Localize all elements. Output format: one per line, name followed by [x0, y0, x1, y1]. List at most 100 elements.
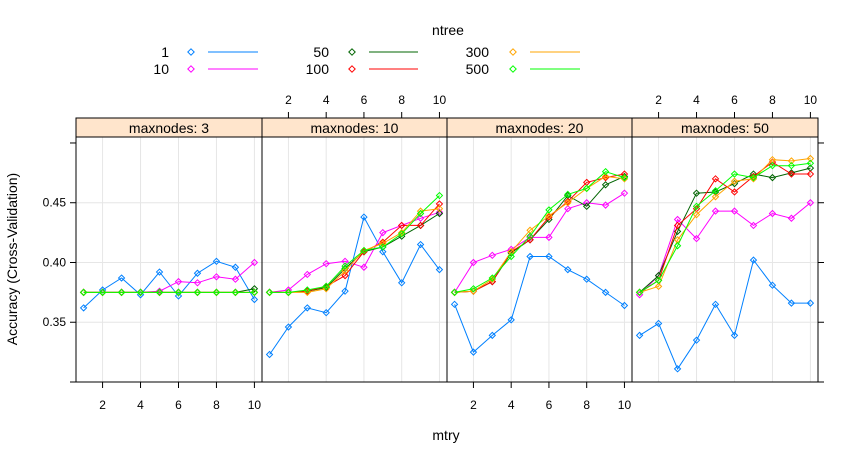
data-point-ntree-1 — [635, 331, 644, 340]
series-line-ntree-100 — [639, 161, 811, 293]
x-tick-label: 8 — [769, 93, 776, 107]
data-point-ntree-50 — [692, 189, 701, 197]
data-point-ntree-500 — [397, 230, 406, 238]
data-point-ntree-100 — [360, 248, 368, 256]
data-point-ntree-100 — [787, 170, 796, 178]
x-tick-label: 6 — [731, 93, 738, 107]
series-line-ntree-10 — [83, 262, 255, 293]
y-axis-title: Accuracy (Cross-Validation) — [4, 173, 20, 345]
data-point-ntree-500 — [620, 173, 629, 182]
series-line-ntree-50 — [454, 175, 625, 293]
data-point-ntree-1 — [284, 323, 293, 331]
data-point-ntree-300 — [488, 275, 497, 283]
series-line-ntree-100 — [269, 203, 440, 293]
data-point-ntree-1 — [265, 350, 274, 359]
data-point-ntree-300 — [692, 210, 701, 219]
data-point-ntree-300 — [787, 157, 796, 165]
data-point-ntree-500 — [469, 285, 478, 293]
data-point-ntree-1 — [601, 288, 610, 297]
data-point-ntree-500 — [416, 209, 425, 218]
data-point-ntree-300 — [379, 239, 387, 248]
data-point-ntree-1 — [526, 252, 534, 261]
data-point-ntree-500 — [545, 206, 553, 214]
data-point-ntree-50 — [435, 209, 444, 218]
data-point-ntree-10 — [787, 214, 796, 222]
x-axis-title: mtry — [432, 427, 459, 443]
data-point-ntree-1 — [620, 301, 629, 310]
x-tick-label: 6 — [175, 398, 182, 412]
data-point-ntree-10 — [545, 233, 553, 242]
series-line-ntree-300 — [454, 175, 625, 293]
data-point-ntree-10 — [341, 257, 349, 266]
data-point-ntree-500 — [322, 282, 330, 291]
data-point-ntree-100 — [379, 238, 387, 246]
legend-symbol-300 — [509, 48, 517, 56]
data-point-ntree-1 — [155, 268, 164, 276]
data-point-ntree-10 — [692, 234, 701, 243]
data-point-ntree-50 — [601, 181, 610, 189]
data-point-ntree-300 — [806, 154, 815, 163]
data-point-ntree-1 — [322, 308, 330, 317]
series-line-ntree-300 — [639, 158, 811, 293]
x-tick-label: 4 — [693, 93, 700, 107]
data-point-ntree-10 — [360, 263, 368, 271]
data-point-ntree-300 — [711, 193, 720, 201]
panel-strip-label: maxnodes: 20 — [496, 120, 584, 136]
series-line-ntree-1 — [269, 215, 440, 355]
data-point-ntree-1 — [654, 319, 663, 328]
data-point-ntree-10 — [469, 258, 478, 267]
data-point-ntree-1 — [564, 265, 572, 274]
data-point-ntree-300 — [435, 204, 444, 213]
data-point-ntree-500 — [360, 246, 368, 255]
series-line-ntree-1 — [454, 256, 625, 353]
x-tick-label: 4 — [508, 398, 515, 412]
panel-frame — [631, 136, 819, 383]
data-point-ntree-1 — [379, 248, 387, 256]
data-point-ntree-500 — [303, 286, 312, 294]
data-point-ntree-1 — [469, 348, 478, 356]
x-tick-label: 10 — [618, 398, 632, 412]
data-point-ntree-10 — [620, 189, 629, 197]
data-point-ntree-10 — [488, 251, 497, 260]
data-point-ntree-1 — [360, 213, 368, 221]
x-tick-label: 8 — [213, 398, 220, 412]
data-point-ntree-1 — [768, 281, 777, 289]
data-point-ntree-500 — [231, 288, 240, 297]
x-tick-label: 2 — [470, 398, 477, 412]
x-tick-label: 4 — [323, 93, 330, 107]
data-point-ntree-10 — [212, 273, 221, 281]
series-line-ntree-1 — [639, 258, 811, 370]
data-point-ntree-1 — [545, 252, 553, 261]
data-point-ntree-1 — [692, 336, 701, 344]
legend-symbol-1 — [187, 48, 195, 56]
data-point-ntree-1 — [673, 365, 682, 373]
panel-strip-label: maxnodes: 10 — [311, 120, 399, 136]
data-point-ntree-1 — [117, 274, 126, 282]
data-point-ntree-500 — [284, 288, 293, 297]
data-point-ntree-500 — [136, 288, 145, 297]
series-line-ntree-300 — [269, 208, 440, 293]
series-line-ntree-500 — [269, 195, 440, 293]
data-point-ntree-10 — [749, 221, 758, 230]
legend-label-300: 300 — [466, 44, 490, 60]
data-point-ntree-1 — [341, 287, 349, 295]
x-tick-label: 8 — [583, 398, 590, 412]
legend-label-10: 10 — [153, 61, 169, 77]
legend-label-50: 50 — [313, 44, 329, 60]
series-line-ntree-500 — [454, 171, 625, 293]
data-point-ntree-300 — [749, 175, 758, 183]
data-point-ntree-500 — [98, 288, 107, 297]
data-point-ntree-10 — [193, 279, 202, 287]
data-point-ntree-500 — [601, 167, 610, 176]
data-point-ntree-1 — [450, 300, 459, 309]
series-line-ntree-10 — [454, 192, 625, 293]
data-point-ntree-1 — [98, 286, 107, 294]
data-point-ntree-10 — [284, 286, 293, 294]
data-point-ntree-500 — [250, 288, 259, 297]
data-point-ntree-500 — [654, 276, 663, 285]
data-point-ntree-1 — [79, 304, 88, 312]
legend-symbol-50 — [348, 48, 356, 56]
data-point-ntree-1 — [174, 292, 183, 300]
data-point-ntree-10 — [730, 207, 739, 215]
data-point-ntree-10 — [564, 204, 572, 213]
